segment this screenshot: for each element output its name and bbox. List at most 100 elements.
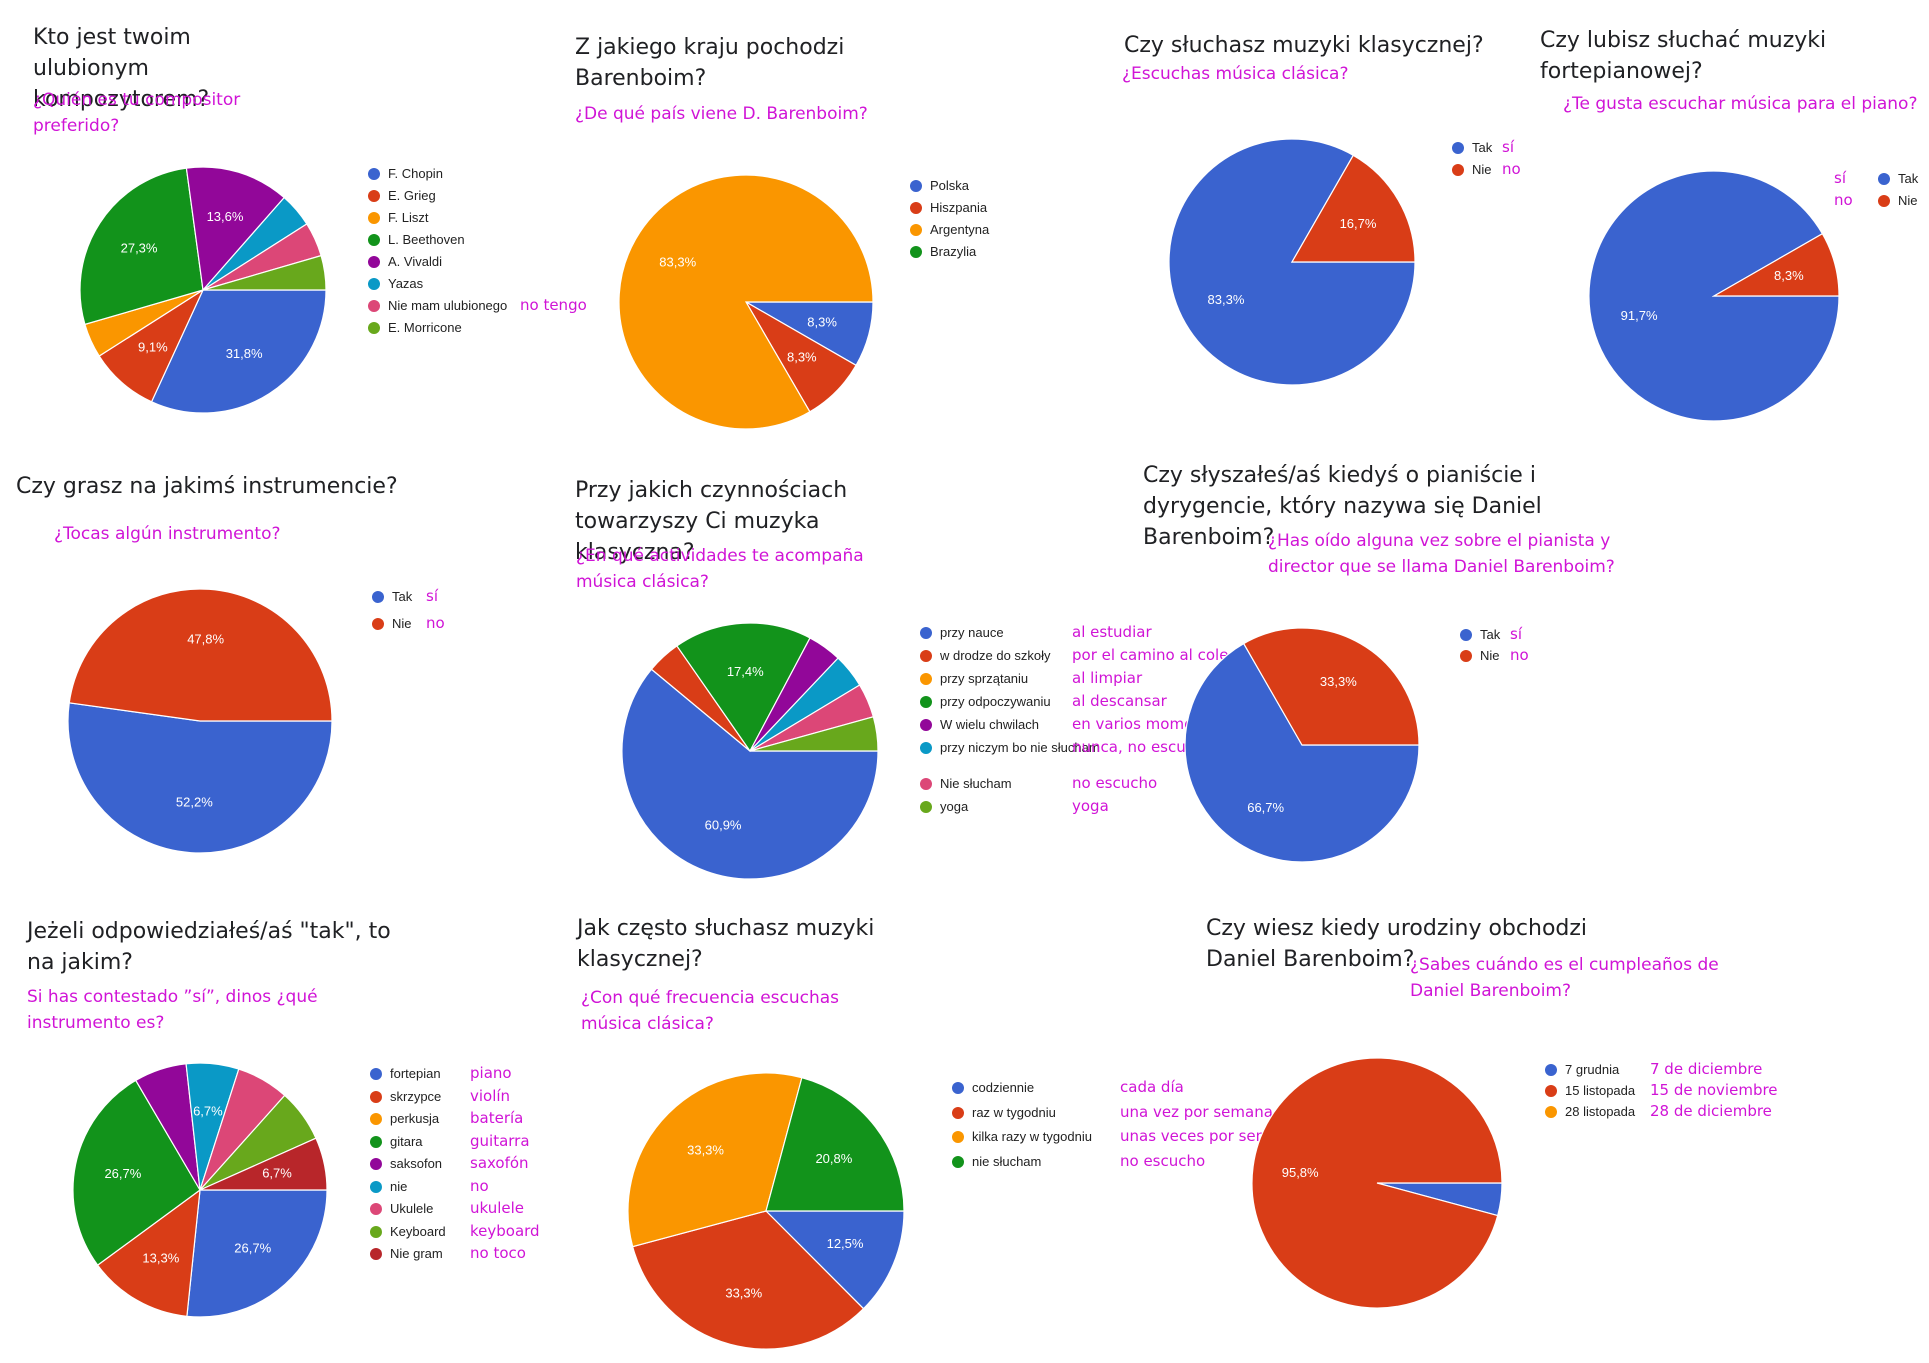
data-label-l-beethoven: 27,3% [121,240,158,255]
legend-dot-icon [370,1248,382,1260]
legend-translation: una vez por semana [1120,1102,1273,1121]
legend-dot-icon [920,673,932,685]
legend-label: nie słucham [972,1153,1042,1169]
data-label-nie-gram: 6,7% [262,1166,292,1181]
legend-translation: no [1502,160,1521,178]
legend-item-przy-nauce: przy nauce [920,625,1004,640]
chart-title: Jeżeli odpowiedziałeś/aś "tak", to na ja… [27,919,391,975]
pie-slice-skrzypce [96,1188,201,1317]
data-label-15-listopada: 95,8% [1282,1165,1319,1180]
pie-chart-which-instrument: 26,7% 13,3% 26,7% 6,7% 6,7% [72,1062,328,1318]
legend-dot-icon [372,618,384,630]
chart-subtitle: Si has contestado ”sí”, dinos ¿qué instr… [27,987,318,1033]
legend-translation: keyboard [470,1221,540,1240]
pie-chart-activities: 60,9% 17,4% [621,622,879,880]
legend-translation: 7 de diciembre [1650,1060,1763,1078]
legend-label: 28 listopada [1565,1104,1636,1119]
legend-item-przy-niczym-bo-nie-s-ucham: przy niczym bo nie słucham [920,740,1100,755]
legend-item-tak: Tak [1452,140,1492,155]
legend-translation: 15 de noviembre [1650,1081,1778,1099]
legend-item-perkusja: perkusja [370,1111,439,1126]
data-label-a-vivaldi: 13,6% [207,209,244,224]
legend-label: E. Morricone [388,320,462,335]
legend-translation: al descansar [1072,692,1167,710]
legend-label: saksofon [390,1156,443,1171]
legend-label: F. Chopin [388,166,443,181]
pie-slice-raz-w-tygodniu [631,1210,865,1350]
chart-title: Jak często słuchasz muzyki klasycznej? [577,916,875,972]
legend-label: Tak [1480,627,1501,642]
legend-dot-icon [952,1082,964,1094]
legend-translation: sí [1834,169,1846,187]
legend-item-nie-s-ucham: nie słucham [952,1154,1041,1169]
legend-translation: guitarra [470,1131,530,1150]
chart-title: Czy słuchasz muzyki klasycznej? [1124,33,1484,58]
pie-slice-f-chopin [150,289,327,414]
data-label-fortepian: 26,7% [234,1240,271,1255]
chart-title: Czy lubisz słuchać muzyki fortepianowej? [1540,28,1827,84]
legend-item-tak: Tak [372,589,412,604]
pie-slice-gitara [72,1079,201,1266]
legend-label: gitara [390,1133,423,1149]
chart-subtitle: ¿Tocas algún instrumento? [54,524,281,544]
pie-slice-kilka-razy-w-tygodniu [627,1072,803,1248]
legend-translation: batería [470,1109,524,1127]
legend-dot-icon [372,591,384,603]
legend-item-e-morricone: E. Morricone [368,320,462,335]
pie-chart-heard: 66,7% 33,3% [1184,627,1420,863]
chart-title: Czy słyszałeś/aś kiedyś o pianiście i dy… [1143,463,1542,550]
data-label-przy-odpoczywaniu: 17,4% [727,664,764,679]
legend-dot-icon [920,801,932,813]
legend-dot-icon [920,650,932,662]
data-label-argentyna: 83,3% [659,255,696,270]
legend-translation: no [470,1176,489,1195]
data-label-nie: 8,3% [1774,268,1804,283]
legend-label: Nie [1472,162,1492,177]
legend-label: przy niczym bo nie słucham [940,740,1100,755]
legend-label: kilka razy w tygodniu [972,1129,1092,1144]
legend-translation: piano [470,1064,512,1082]
legend-item-a-vivaldi: A. Vivaldi [368,254,442,269]
legend-dot-icon [952,1155,964,1168]
legend-label: Nie [1898,193,1918,208]
data-label-przy-nauce: 60,9% [705,818,742,833]
legend-label: Ukulele [390,1201,434,1216]
legend-item-skrzypce: skrzypce [370,1089,441,1104]
chart-subtitle: ¿En qué actividades te acompaña música c… [576,546,864,592]
legend-item-nie: Nie [372,616,412,631]
legend-label: przy odpoczywaniu [940,694,1051,709]
data-label-nie-s-ucham: 20,8% [815,1151,852,1166]
legend-dot-icon [920,742,932,754]
legend-label: Tak [392,589,413,604]
legend-label: Nie gram [390,1246,443,1261]
legend-dot-icon [910,180,922,192]
legend-dot-icon [368,234,380,246]
data-label-hiszpania: 8,3% [787,350,817,365]
legend-dot-icon [1878,173,1890,185]
legend-item-yazas: Yazas [368,276,423,291]
legend-dot-icon [1545,1064,1557,1076]
chart-subtitle: ¿Con qué frecuencia escuchas música clás… [581,988,840,1034]
legend-dot-icon [370,1135,382,1148]
legend-translation: al limpiar [1072,669,1143,687]
chart-subtitle: ¿Sabes cuándo es el cumpleaños de Daniel… [1410,955,1719,1001]
pie-chart-instrument: 52,2% 47,8% [67,588,333,854]
legend-item-w-drodze-do-szko-y: w drodze do szkoły [920,648,1051,663]
pie-slice-przy-nauce [621,668,879,880]
legend-dot-icon [920,778,932,790]
data-label-tak: 83,3% [1208,292,1245,307]
chart-subtitle: ¿De qué país viene D. Barenboim? [575,104,868,124]
legend-item-nie-mam-ulubionego: Nie mam ulubionego [368,298,507,313]
legend-label: Hiszpania [930,200,988,215]
legend-dot-icon [368,300,380,312]
pie-slice-nie [1242,627,1420,746]
legend-label: Nie [392,616,412,631]
legend-label: 15 listopada [1565,1083,1636,1098]
legend-label: raz w tygodniu [972,1104,1056,1120]
legend-label: Tak [1898,171,1919,186]
legend-item-nie: nie [370,1179,407,1194]
legend-label: yoga [940,799,969,814]
chart-title: Z jakiego kraju pochodzi Barenboim? [575,35,845,91]
legend-translation: por el camino al cole [1072,646,1229,664]
legend-translation: no tengo [520,296,587,314]
